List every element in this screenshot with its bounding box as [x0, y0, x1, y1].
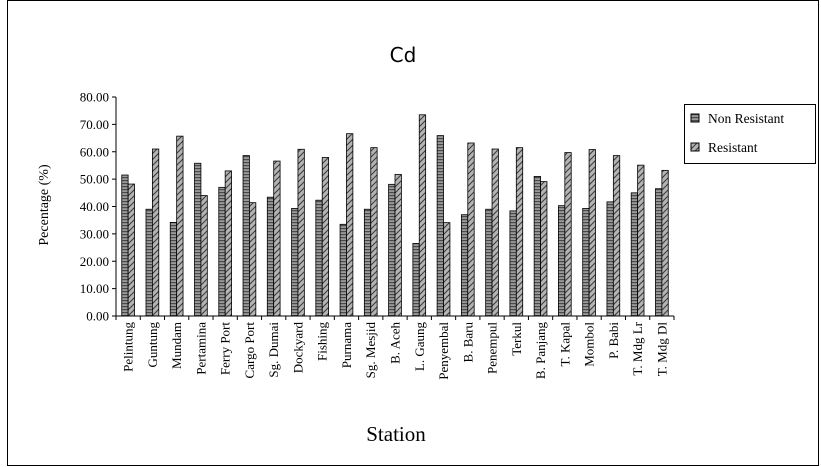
y-tick-label: 40.00 — [80, 199, 109, 214]
chart-border — [7, 0, 819, 466]
y-tick-label: 50.00 — [80, 172, 109, 187]
bar-non-resistant — [339, 223, 347, 317]
bar-resistant — [176, 135, 184, 317]
bar-non-resistant — [266, 196, 275, 317]
bar-resistant — [370, 147, 378, 317]
x-axis-ticks: Pelintung Guntung Mundam Pertamina Ferry Por… — [115, 316, 675, 380]
bar-resistant — [540, 181, 548, 317]
bar-non-resistant — [558, 205, 566, 317]
bar-resistant — [321, 157, 330, 317]
bar-resistant — [443, 222, 451, 317]
bar-resistant — [491, 148, 499, 317]
x-tick-label: Ferry Port — [218, 322, 233, 375]
bar-non-resistant — [194, 162, 202, 317]
bar-resistant — [588, 149, 596, 317]
legend: Non Resistant Resistant — [684, 104, 816, 164]
legend-box — [684, 104, 816, 164]
bar-resistant — [273, 160, 281, 317]
bar-non-resistant — [388, 183, 396, 317]
x-tick-label: Terkul — [509, 322, 524, 356]
x-tick-label: Sg. Dumai — [266, 322, 281, 378]
bar-non-resistant — [218, 186, 226, 317]
x-tick-label: Purnama — [339, 322, 354, 368]
x-tick-label: Pertamina — [193, 322, 208, 375]
bar-non-resistant — [242, 155, 250, 317]
x-tick-label: B. Aceh — [388, 322, 403, 364]
bar-resistant — [467, 142, 475, 317]
bar-non-resistant — [436, 135, 444, 317]
bar-resistant — [200, 195, 208, 317]
y-tick-label: 10.00 — [80, 281, 109, 296]
bar-non-resistant — [533, 175, 541, 317]
bar-non-resistant — [630, 192, 639, 317]
bar-non-resistant — [606, 201, 614, 317]
x-tick-label: Fishing — [315, 322, 330, 362]
bar-non-resistant — [121, 174, 129, 317]
bar-resistant — [249, 202, 257, 317]
bar-resistant — [612, 155, 621, 317]
y-tick-label: 0.00 — [86, 309, 109, 324]
bar-non-resistant — [145, 208, 153, 317]
legend-swatch-resistant — [690, 142, 700, 152]
bar-non-resistant — [460, 214, 469, 317]
x-tick-label: Guntung — [145, 322, 160, 368]
x-tick-label: Sg. Mesjid — [363, 322, 378, 379]
y-tick-label: 70.00 — [80, 117, 109, 132]
bar-resistant — [394, 174, 402, 317]
bar-non-resistant — [582, 208, 590, 317]
bar-resistant — [661, 169, 669, 317]
bar-resistant — [127, 183, 135, 317]
legend-label-non-resistant: Non Resistant — [708, 111, 784, 126]
x-axis-title: Station — [366, 422, 426, 446]
x-tick-label: P. Babi — [606, 322, 621, 359]
x-tick-label: B. Baru — [460, 322, 475, 363]
x-tick-label: Mundam — [169, 322, 184, 369]
bar-non-resistant — [412, 243, 420, 317]
x-tick-label: T. Mdg Dl — [654, 322, 669, 377]
y-tick-label: 60.00 — [80, 144, 109, 159]
bar-non-resistant — [485, 208, 493, 317]
bar-resistant — [151, 148, 160, 317]
bar-resistant — [224, 170, 232, 317]
x-tick-label: Cargo Port — [242, 322, 257, 379]
x-tick-label: T. Mdg Lr — [630, 321, 645, 375]
x-tick-label: Penyembal — [436, 322, 451, 380]
x-tick-label: T. Kapal — [557, 322, 572, 367]
bar-resistant — [564, 152, 572, 317]
bar-non-resistant — [315, 199, 323, 317]
chart-title: Cd — [390, 43, 417, 67]
bar-non-resistant — [509, 210, 517, 317]
y-tick-label: 80.00 — [80, 90, 109, 105]
bar-non-resistant — [169, 221, 178, 317]
y-axis-ticks: 0.00 10.00 20.00 30.00 40.00 50.00 60.00 70.00 8… — [80, 90, 116, 324]
y-tick-label: 30.00 — [80, 226, 109, 241]
legend-swatch-non-resistant — [690, 113, 700, 123]
y-tick-label: 20.00 — [80, 254, 109, 269]
bar-non-resistant — [363, 208, 372, 317]
x-tick-label: L. Gaung — [412, 322, 427, 372]
x-tick-label: Pelintung — [121, 322, 136, 372]
bar-non-resistant — [655, 188, 663, 317]
bar-non-resistant — [291, 208, 299, 317]
x-tick-label: Mombol — [582, 322, 597, 367]
bar-resistant — [297, 148, 305, 317]
y-axis-title: Pecentage (%) — [37, 164, 52, 246]
bar-resistant — [515, 147, 524, 317]
bar-resistant — [418, 114, 427, 317]
bar-resistant — [346, 133, 354, 317]
bar-resistant — [637, 164, 645, 317]
x-tick-label: Dockyard — [290, 322, 305, 374]
x-tick-label: B. Panjang — [533, 322, 548, 380]
legend-label-resistant: Resistant — [708, 140, 758, 155]
x-tick-label: Penempul — [485, 322, 500, 374]
bar-series — [121, 114, 669, 317]
